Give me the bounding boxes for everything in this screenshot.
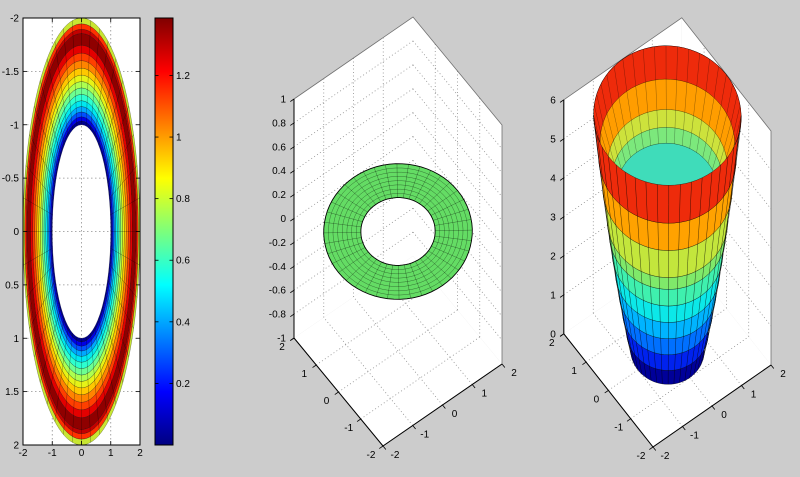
y-tick-label: -1: [690, 431, 699, 442]
wall-mesh-lines: [593, 115, 742, 385]
y-tick-label: -1.5: [2, 67, 20, 78]
x-tick-label: -1: [48, 448, 57, 459]
z-tick-label: 6: [550, 95, 556, 106]
y-tick-label: -1: [10, 120, 19, 131]
x-tick-label: -1: [344, 423, 353, 434]
colorbar-tick-label: 0.2: [176, 379, 190, 390]
colorbar-labels: 0.2 0.4 0.6 0.8 1 1.2: [176, 71, 190, 390]
z-tick-label: -1: [277, 334, 286, 345]
mesh-spokes: [23, 18, 140, 445]
colorbar-tick-label: 0.4: [176, 317, 190, 328]
y-tick-label: 1: [751, 390, 757, 401]
colorbar-tick-label: 0.8: [176, 194, 190, 205]
annulus-pcolor-plot: -2-1.5-1-0.500.511.52-2 -1 0 1 2: [2, 14, 143, 460]
annulus-mesh-lines: [323, 163, 473, 300]
z-tick-label: 3: [550, 212, 556, 223]
x-tick-label: 1: [108, 448, 114, 459]
y-tick-label: 0: [721, 410, 727, 421]
cup-interior: [593, 45, 742, 186]
z-tick-label: 2: [550, 251, 556, 262]
tick-marks-3d: [290, 98, 506, 450]
y-tick-label: 1: [481, 389, 487, 400]
y-tick-label: 1.5: [5, 387, 19, 398]
interior-ring: [616, 142, 719, 186]
y-tick-label: 2: [780, 369, 786, 380]
x-tick-label: -2: [367, 450, 376, 461]
x-tick-label: 1: [571, 366, 577, 377]
x-tick-label: -2: [19, 448, 28, 459]
x-tick-label: 2: [549, 338, 555, 349]
x-tick-label: 0: [594, 394, 600, 405]
x-tick-label: 2: [279, 342, 285, 353]
z-tick-label: -0.6: [269, 286, 287, 297]
colorbar-gradient: [154, 17, 174, 446]
axis-tick-labels: -2-1.5-1-0.500.511.52-2 -1 0 1 2: [2, 14, 143, 460]
floor-panel: [294, 256, 502, 446]
y-tick-label: 0: [452, 409, 458, 420]
x-tick-label: 0: [79, 448, 85, 459]
cup-outer-wall: [593, 115, 742, 385]
x-tick-label: 0: [324, 396, 330, 407]
tick-marks: [22, 17, 141, 446]
z-tick-label: 5: [550, 134, 556, 145]
z-tick-label: -0.4: [269, 262, 287, 273]
y-tick-label: 0: [13, 227, 19, 238]
colorbar-ticks: [155, 75, 173, 384]
y-tick-label: 0.5: [5, 280, 19, 291]
y-tick-label: -1: [420, 430, 429, 441]
z-tick-label: 4: [550, 173, 556, 184]
y-tick-label: 1: [13, 334, 19, 345]
y-tick-label: 2: [511, 368, 517, 379]
colorbar-tick-label: 1.2: [176, 71, 190, 82]
tick-marks-3d: [559, 99, 775, 451]
y-tick-label: -2: [10, 14, 19, 25]
z-tick-label: 0: [550, 329, 556, 340]
colorbar-tick-label: 1: [176, 133, 182, 144]
z-tick-label: 1: [550, 290, 556, 301]
z-tick-label: 0.6: [272, 142, 286, 153]
y-tick-label: 2: [13, 441, 19, 452]
y-tick-label: -2: [391, 450, 400, 461]
axis-tick-labels-3d: 2 1 0 -1 -2 -2 -1 0 1 2 1 0.8 0.6 0.4 0.2 0 -0.2 -0.4 -0.6…: [269, 95, 517, 462]
z-tick-label: 0.2: [272, 190, 286, 201]
y-tick-label: -2: [661, 451, 670, 462]
y-tick-label: -0.5: [2, 174, 20, 185]
z-tick-label: -0.2: [269, 238, 287, 249]
z-tick-label: 0.8: [272, 118, 286, 129]
colorbar-tick-label: 0.6: [176, 256, 190, 267]
z-tick-label: 0: [280, 214, 286, 225]
z-tick-label: 0.4: [272, 166, 286, 177]
z-tick-label: 1: [280, 95, 286, 106]
x-tick-label: -2: [637, 451, 646, 462]
x-tick-label: 1: [301, 369, 307, 380]
x-tick-label: 2: [137, 448, 143, 459]
z-tick-label: -0.8: [269, 310, 287, 321]
x-tick-label: -1: [614, 423, 623, 434]
annulus-mesh-3d-plot: 2 1 0 -1 -2 -2 -1 0 1 2 1 0.8 0.6 0.4 0.2 0 -0.2 -0.4 -0.6…: [269, 16, 517, 462]
colorbar: 0.2 0.4 0.6 0.8 1 1.2: [154, 17, 190, 446]
